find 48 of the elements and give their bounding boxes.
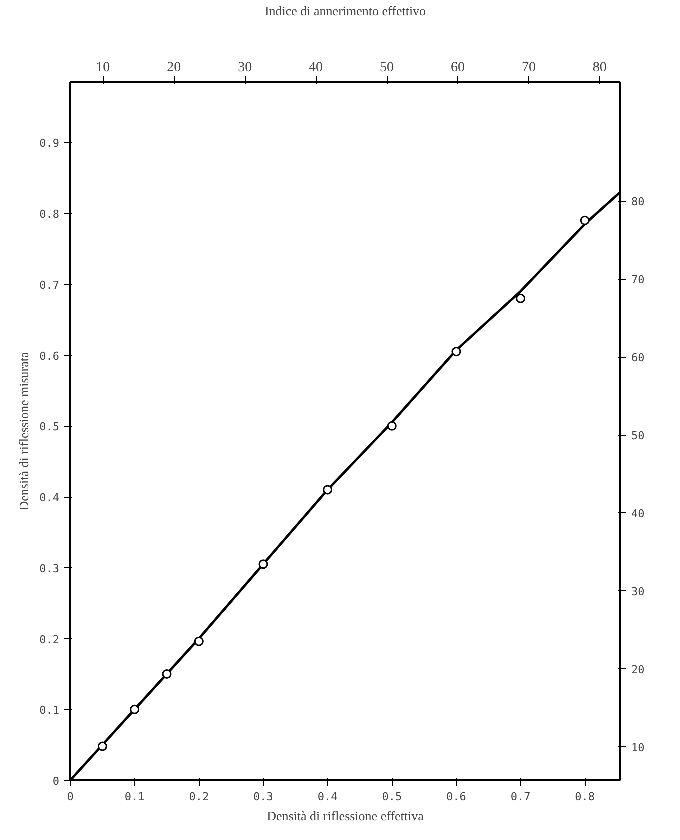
x2-tick-label: 10 bbox=[96, 60, 110, 76]
point bbox=[162, 669, 172, 679]
y-tick-label: 0.9 bbox=[40, 137, 60, 150]
x2-tick-label: 60 bbox=[450, 60, 465, 76]
x2-tick-label: 80 bbox=[592, 60, 607, 76]
x-tick-label: 0.3 bbox=[254, 790, 274, 804]
y-tick-label: 0.8 bbox=[40, 208, 60, 222]
point bbox=[258, 560, 268, 570]
point bbox=[130, 704, 140, 714]
y2-tick-label: 20 bbox=[632, 663, 645, 676]
x2-tick-label: 20 bbox=[167, 60, 182, 76]
point bbox=[452, 347, 462, 357]
x2-tick-label: 40 bbox=[309, 60, 324, 76]
y-tick-label: 0.7 bbox=[40, 278, 60, 292]
y-tick-label: 0.5 bbox=[40, 420, 60, 434]
x-tick-label: 0.1 bbox=[124, 790, 145, 804]
x-tick-label: 0.5 bbox=[382, 790, 402, 804]
point bbox=[98, 742, 108, 752]
x-axis-title: Densità di riflessione effettiva bbox=[267, 808, 424, 824]
y-axis-title: Densità di riflessione misurata bbox=[16, 352, 32, 511]
y-tick-label: 0.6 bbox=[40, 350, 60, 363]
y2-tick-label: 30 bbox=[632, 585, 645, 598]
y-tick-label: 0.2 bbox=[40, 633, 60, 646]
point bbox=[580, 216, 590, 226]
y2-tick-label: 70 bbox=[632, 274, 645, 287]
y2-tick-label: 80 bbox=[632, 196, 645, 209]
x2-tick-label: 30 bbox=[238, 60, 252, 76]
point bbox=[323, 485, 333, 495]
x-tick-label: 0.2 bbox=[189, 790, 210, 804]
y-tick-label: 0 bbox=[52, 775, 60, 788]
x-tick-label: 0.4 bbox=[318, 790, 338, 804]
point bbox=[387, 421, 397, 431]
y2-tick-label: 50 bbox=[632, 430, 645, 443]
x-tick-label: 0 bbox=[67, 790, 74, 804]
point bbox=[516, 294, 526, 304]
x-tick-label: 0.6 bbox=[446, 790, 466, 804]
y2-tick-label: 10 bbox=[632, 741, 645, 754]
y2-tick-label: 60 bbox=[632, 352, 645, 365]
point bbox=[194, 636, 204, 646]
x2-tick-label: 70 bbox=[522, 60, 536, 76]
y-tick-label: 0.4 bbox=[40, 492, 60, 505]
x-tick-label: 0.8 bbox=[575, 790, 596, 804]
y2-tick-label: 40 bbox=[632, 508, 645, 520]
x2-axis-title: Indice di annerimento effettivo bbox=[264, 4, 426, 18]
y-tick-label: 0.1 bbox=[40, 704, 60, 718]
x-tick-label: 0.7 bbox=[510, 790, 531, 804]
x2-tick-label: 50 bbox=[380, 60, 394, 76]
y-tick-label: 0.3 bbox=[40, 562, 60, 576]
